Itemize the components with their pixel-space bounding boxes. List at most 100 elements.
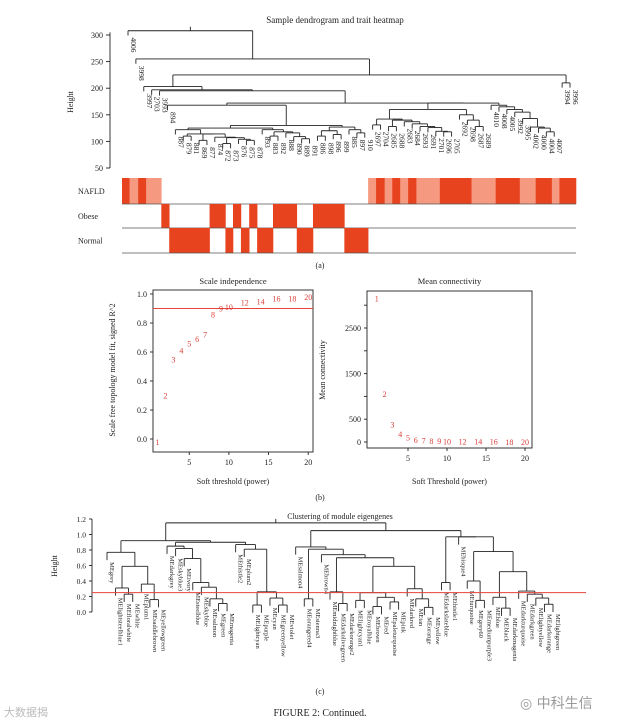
- leaf-label: 2689: [484, 133, 493, 148]
- x-tick-label: 5: [187, 458, 191, 467]
- leaf-label: 2697: [374, 132, 383, 147]
- leaf-label: 2684: [413, 131, 422, 146]
- leaf-label: 2692: [461, 122, 470, 137]
- leaf-label: MEsaddlebrown: [151, 609, 158, 653]
- leaf-label: MEroyalblue: [365, 610, 372, 644]
- x-tick-label: 15: [482, 454, 490, 463]
- y-axis-label: Height: [66, 90, 75, 113]
- leaf-label: 3994: [563, 90, 572, 105]
- leaf-label: 3995: [524, 125, 533, 140]
- leaf-label: MEmidnightblue: [331, 602, 338, 647]
- y-tick-label: 0.8: [77, 546, 87, 555]
- leaf-label: 4007: [555, 139, 564, 154]
- leaf-label: 874: [216, 144, 225, 156]
- heatmap-cell: [257, 228, 274, 253]
- leaf-label: MEsalmon: [211, 609, 218, 638]
- y-axis-label: Scale free topology model fit, signed R^…: [108, 303, 117, 436]
- leaf-label: 4004: [547, 139, 556, 154]
- x-tick-label: 20: [304, 458, 312, 467]
- x-tick-label: 10: [443, 454, 451, 463]
- leaf-label: MEviolet: [288, 615, 295, 640]
- leaf-label: 2704: [382, 132, 391, 147]
- data-point-label: 16: [272, 294, 280, 303]
- heatmap-cell: [384, 178, 393, 204]
- leaf-label: MEgrey60: [477, 610, 484, 638]
- data-point-label: 1: [375, 294, 379, 303]
- data-point-label: 2: [163, 392, 167, 401]
- leaf-label: MEbisque4: [460, 547, 467, 578]
- y-tick-label: 1500: [345, 370, 361, 379]
- leaf-label: 894: [168, 112, 177, 124]
- leaf-label: MElightyellow: [537, 608, 544, 648]
- leaf-label: 3993: [161, 98, 170, 113]
- x-tick-label: 5: [406, 454, 410, 463]
- data-point-label: 18: [288, 294, 296, 303]
- data-point-label: 3: [390, 421, 394, 430]
- heatmap-cell: [209, 204, 226, 228]
- y-tick-label: 200: [91, 84, 103, 93]
- data-point-label: 6: [414, 436, 418, 445]
- leaf-label: MEthistle2: [237, 554, 244, 583]
- leaf-label: 897: [358, 140, 367, 152]
- leaf-label: MEdarkorange: [545, 614, 552, 653]
- leaf-label: 877: [208, 147, 217, 159]
- x-tick-label: 15: [265, 458, 273, 467]
- heatmap-cell: [408, 178, 417, 204]
- y-tick-label: 0.2: [77, 593, 87, 602]
- leaf-label: 2701: [437, 138, 446, 153]
- plot-frame: [152, 289, 314, 453]
- watermark-left: 大数据揭: [4, 706, 48, 719]
- y-tick-label: 0.0: [137, 435, 147, 444]
- leaf-label: 2698: [468, 127, 477, 142]
- leaf-label: 893: [263, 136, 272, 148]
- y-tick-label: 0.2: [137, 406, 147, 415]
- y-tick-label: 300: [91, 31, 103, 40]
- leaf-label: 2696: [445, 139, 454, 154]
- leaf-label: MEivory: [185, 568, 192, 592]
- y-tick-label: 2500: [345, 324, 361, 333]
- leaf-label: 3996: [571, 90, 580, 105]
- leaf-label: MEsteelblue: [194, 592, 201, 625]
- leaf-label: MElightcyan1: [357, 610, 364, 647]
- heatmap-cell: [161, 204, 170, 228]
- leaf-label: MEgreenyellow: [280, 615, 287, 657]
- leaf-label: MEorange: [425, 617, 432, 645]
- leaf-label: 4000: [539, 135, 548, 150]
- heatmap-cell: [376, 178, 385, 204]
- y-tick-label: 500: [349, 415, 361, 424]
- heatmap-cell: [272, 204, 298, 228]
- leaf-label: 878: [255, 147, 264, 159]
- panel-c-module-eigengene-clustering: Clustering of module eigengenes 0.0 0.2 0.4…: [50, 512, 586, 696]
- leaf-label: MElightgreen: [554, 614, 561, 651]
- leaf-label: MEpurple: [262, 615, 269, 641]
- leaf-label: MEwhite: [134, 604, 141, 628]
- leaf-label: 892: [279, 143, 288, 155]
- leaf-label: 886: [318, 143, 327, 155]
- leaf-label: 898: [326, 143, 335, 155]
- data-point-label: 20: [304, 293, 312, 302]
- leaf-label: 4002: [532, 134, 541, 149]
- y-tick-label: 0.6: [77, 562, 87, 571]
- heatmap-cell: [551, 178, 560, 204]
- leaf-label: 2703: [153, 97, 162, 112]
- y-tick-label: 0.8: [137, 319, 147, 328]
- plot-frame: [366, 290, 533, 449]
- wechat-icon: ◎: [520, 696, 537, 712]
- data-point-label: 8: [429, 437, 433, 446]
- leaf-label: MEdarkturquoise: [520, 601, 527, 647]
- y-tick-label: 250: [91, 58, 103, 67]
- data-point-label: 18: [505, 438, 513, 447]
- leaf-label: 872: [224, 150, 233, 162]
- data-point-label: 8: [211, 310, 215, 319]
- data-point-label: 10: [443, 437, 451, 446]
- leaf-label: MEred: [382, 616, 389, 635]
- leaf-label: 2688: [397, 133, 406, 148]
- heatmap-cell: [312, 204, 345, 228]
- leaf-label: MEpaleturquoise: [391, 612, 398, 657]
- heatmap-cell: [138, 178, 147, 204]
- leaf-label: 876: [240, 146, 249, 158]
- figure-caption: FIGURE 2: Continued.: [273, 708, 366, 719]
- panel-a-sample-dendrogram: Sample dendrogram and trait heatmap 50 100…: [66, 15, 580, 270]
- leaf-label: MEfloralwhite: [125, 604, 132, 642]
- heatmap-cell: [240, 228, 250, 253]
